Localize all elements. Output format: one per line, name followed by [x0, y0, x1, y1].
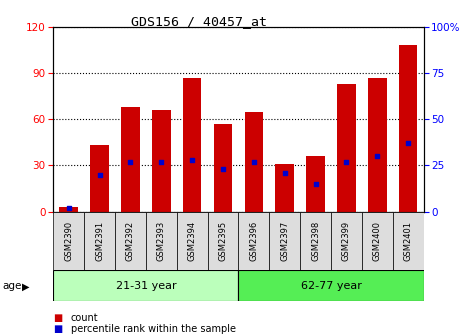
- Text: GDS156 / 40457_at: GDS156 / 40457_at: [131, 15, 267, 28]
- Text: ▶: ▶: [22, 281, 30, 291]
- Text: GSM2397: GSM2397: [280, 221, 289, 261]
- Text: GSM2400: GSM2400: [373, 221, 382, 261]
- Bar: [269, 212, 300, 270]
- Text: GSM2398: GSM2398: [311, 221, 320, 261]
- Point: [219, 167, 227, 172]
- Text: 62-77 year: 62-77 year: [300, 281, 362, 291]
- Bar: [121, 107, 140, 212]
- Bar: [146, 212, 177, 270]
- Bar: [399, 45, 418, 212]
- Bar: [152, 110, 170, 212]
- Text: GSM2392: GSM2392: [126, 221, 135, 261]
- Bar: [238, 212, 269, 270]
- Text: ■: ■: [53, 324, 63, 334]
- Bar: [84, 212, 115, 270]
- Text: ■: ■: [53, 312, 63, 323]
- Point: [405, 141, 412, 146]
- Point: [127, 159, 134, 165]
- Text: GSM2391: GSM2391: [95, 221, 104, 261]
- Bar: [300, 212, 331, 270]
- Text: GSM2399: GSM2399: [342, 221, 351, 261]
- Bar: [275, 164, 294, 212]
- Bar: [393, 212, 424, 270]
- Point: [96, 172, 103, 177]
- Text: 21-31 year: 21-31 year: [116, 281, 176, 291]
- Bar: [368, 78, 387, 212]
- Bar: [53, 270, 238, 301]
- Text: GSM2393: GSM2393: [157, 221, 166, 261]
- Bar: [90, 145, 109, 212]
- Point: [157, 159, 165, 165]
- Text: GSM2394: GSM2394: [188, 221, 197, 261]
- Point: [250, 159, 257, 165]
- Text: percentile rank within the sample: percentile rank within the sample: [71, 324, 236, 334]
- Bar: [183, 78, 201, 212]
- Bar: [115, 212, 146, 270]
- Bar: [59, 207, 78, 212]
- Text: age: age: [2, 281, 22, 291]
- Point: [343, 159, 350, 165]
- Bar: [214, 124, 232, 212]
- Bar: [238, 270, 424, 301]
- Bar: [177, 212, 207, 270]
- Bar: [244, 112, 263, 212]
- Bar: [307, 156, 325, 212]
- Text: GSM2390: GSM2390: [64, 221, 73, 261]
- Text: GSM2396: GSM2396: [250, 221, 258, 261]
- Point: [65, 205, 72, 211]
- Point: [312, 181, 319, 187]
- Bar: [207, 212, 238, 270]
- Text: count: count: [71, 312, 99, 323]
- Point: [374, 154, 381, 159]
- Bar: [362, 212, 393, 270]
- Text: GSM2401: GSM2401: [404, 221, 413, 261]
- Point: [281, 170, 288, 176]
- Point: [188, 157, 196, 163]
- Bar: [53, 212, 84, 270]
- Bar: [337, 84, 356, 212]
- Text: GSM2395: GSM2395: [219, 221, 227, 261]
- Bar: [331, 212, 362, 270]
